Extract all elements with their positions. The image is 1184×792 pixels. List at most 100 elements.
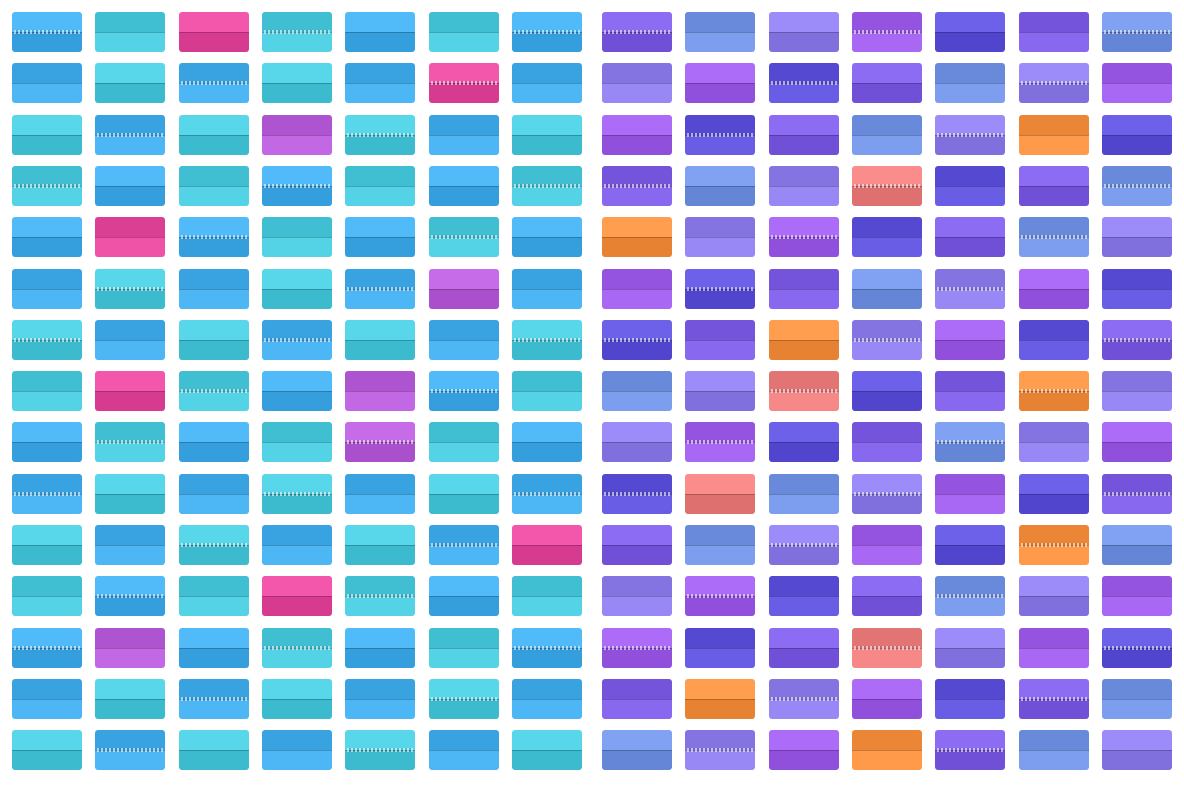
zipper-piece [345, 63, 415, 103]
zipper-piece [429, 679, 499, 719]
zipper-tape-bottom [429, 237, 499, 257]
zipper-tape-top [852, 217, 922, 237]
zipper-piece [1019, 576, 1089, 616]
zipper-piece [602, 422, 672, 462]
zipper-tape-top [95, 12, 165, 32]
zipper-tape-bottom [429, 699, 499, 719]
zipper-tape-bottom [12, 442, 82, 462]
zipper-tape-top [935, 422, 1005, 442]
zipper-seam [12, 135, 82, 136]
zipper-piece [1102, 12, 1172, 52]
zipper-tape-top [262, 217, 332, 237]
zipper-seam [602, 699, 672, 700]
zipper-tape-bottom [512, 135, 582, 155]
zipper-seam [1019, 340, 1089, 341]
zipper-seam [935, 699, 1005, 700]
zipper-piece [1102, 166, 1172, 206]
zipper-tape-bottom [852, 340, 922, 360]
zipper-seam [1019, 648, 1089, 649]
zipper-piece [852, 679, 922, 719]
zipper-tape-bottom [512, 442, 582, 462]
zipper-tape-top [935, 217, 1005, 237]
zipper-piece [429, 730, 499, 770]
zipper-tape-top [12, 422, 82, 442]
zipper-piece [95, 525, 165, 565]
zipper-tape-bottom [1019, 442, 1089, 462]
zipper-piece [345, 525, 415, 565]
zipper-seam [769, 135, 839, 136]
zipper-tape-bottom [769, 83, 839, 103]
zipper-seam [512, 391, 582, 392]
zipper-seam [1102, 750, 1172, 751]
zipper-piece [512, 115, 582, 155]
zipper-tape-top [602, 422, 672, 442]
zipper-piece [769, 217, 839, 257]
zipper-tape-bottom [852, 750, 922, 770]
zipper-seam [179, 494, 249, 495]
zipper-tape-bottom [512, 186, 582, 206]
zipper-tape-top [95, 166, 165, 186]
zipper-tape-top [1019, 12, 1089, 32]
zipper-tape-bottom [685, 289, 755, 309]
zipper-tape-top [1102, 217, 1172, 237]
zipper-tape-top [429, 166, 499, 186]
zipper-piece [262, 320, 332, 360]
zipper-seam [1019, 596, 1089, 597]
zipper-seam [685, 391, 755, 392]
zipper-tape-top [602, 371, 672, 391]
zipper-tape-bottom [429, 340, 499, 360]
zipper-piece [12, 166, 82, 206]
zipper-tape-top [429, 12, 499, 32]
zipper-tape-top [852, 679, 922, 699]
zipper-teeth [854, 337, 920, 343]
zipper-tape-top [935, 269, 1005, 289]
zipper-tape-bottom [935, 289, 1005, 309]
zipper-tape-top [12, 525, 82, 545]
zipper-tape-top [429, 628, 499, 648]
zipper-tape-top [512, 730, 582, 750]
zipper-tape-bottom [602, 545, 672, 565]
zipper-tape-top [1019, 269, 1089, 289]
zipper-tape-bottom [769, 237, 839, 257]
zipper-tape-top [1102, 474, 1172, 494]
zipper-teeth [1104, 183, 1170, 189]
zipper-piece [685, 320, 755, 360]
zipper-tape-bottom [262, 186, 332, 206]
zipper-tape-top [345, 679, 415, 699]
zipper-piece [95, 269, 165, 309]
zipper-seam [602, 289, 672, 290]
zipper-teeth [604, 183, 670, 189]
zipper-piece [429, 371, 499, 411]
zipper-tape-bottom [95, 289, 165, 309]
zipper-tape-bottom [12, 135, 82, 155]
zipper-tape-bottom [95, 83, 165, 103]
zipper-teeth [264, 645, 330, 651]
zipper-teeth [347, 132, 413, 138]
zipper-tape-bottom [429, 83, 499, 103]
zipper-piece [95, 576, 165, 616]
zipper-seam [1102, 699, 1172, 700]
zipper-piece [345, 115, 415, 155]
zipper-seam [685, 237, 755, 238]
zipper-seam [852, 391, 922, 392]
zipper-piece [179, 320, 249, 360]
zipper-tape-bottom [602, 340, 672, 360]
zipper-piece [262, 679, 332, 719]
zipper-tape-bottom [345, 545, 415, 565]
zipper-piece [1019, 269, 1089, 309]
zipper-tape-top [769, 730, 839, 750]
zipper-teeth [347, 439, 413, 445]
zipper-tape-top [769, 628, 839, 648]
zipper-tape-bottom [1019, 699, 1089, 719]
zipper-piece [95, 679, 165, 719]
zipper-piece [95, 166, 165, 206]
zipper-piece [852, 730, 922, 770]
zipper-piece [769, 269, 839, 309]
zipper-tape-bottom [769, 32, 839, 52]
zipper-tape-bottom [1102, 494, 1172, 514]
zipper-tape-top [852, 730, 922, 750]
zipper-piece [852, 320, 922, 360]
zipper-tape-bottom [1019, 648, 1089, 668]
zipper-teeth [1021, 234, 1087, 240]
zipper-piece [429, 320, 499, 360]
